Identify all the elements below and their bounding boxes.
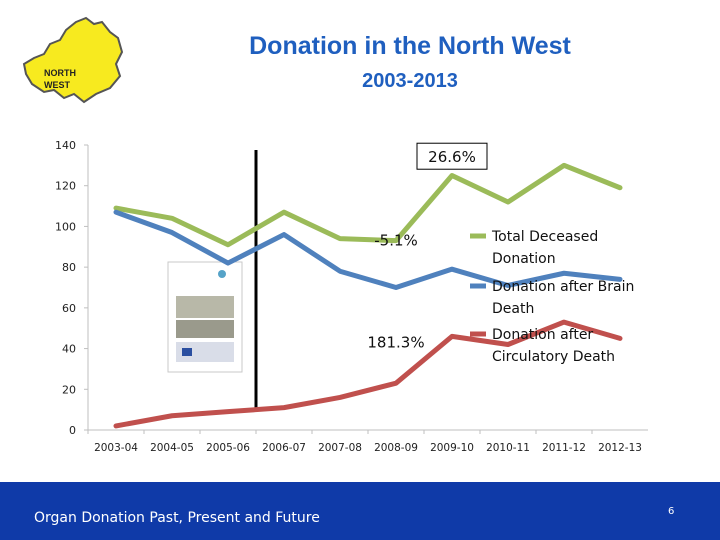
north-west-logo: NORTH WEST [22,16,124,104]
annotation-label-1: -5.1% [374,232,418,250]
annotation-label-2: 181.3% [367,333,424,351]
brochure-thumbnail [167,261,243,373]
x-tick-label: 2011-12 [542,442,586,454]
annotation-label-0: 26.6% [428,148,476,166]
region-map-shape [22,16,124,104]
annotation-box [416,142,488,170]
chart-series [113,162,623,429]
x-tick-label: 2004-05 [150,442,194,454]
legend-label-2: Donation after [492,327,593,343]
y-tick-label: 40 [62,343,76,356]
legend-label-0: Donation [492,251,556,267]
legend-label-0: Total Deceased [491,229,598,245]
series-line-1 [113,209,623,290]
x-tick-label: 2003-04 [94,442,138,454]
y-tick-label: 100 [55,220,76,233]
slide-title: Donation in the North West [249,32,571,60]
logo-text-line1: NORTH [44,68,76,78]
x-tick-label: 2008-09 [374,442,418,454]
legend-label-2: Circulatory Death [492,349,615,365]
y-tick-label: 20 [62,383,76,396]
x-tick-label: 2006-07 [262,442,306,454]
footer-bar: Organ Donation Past, Present and Future … [0,482,720,540]
x-tick-label: 2010-11 [486,442,530,454]
chart-legend: Total Deceased Donation Donation after Bra… [470,229,634,365]
chart-ticks: 0 20 40 60 80 100 120 140 2003-04 2004-05 2005-06 2… [55,139,642,454]
logo-text-line2: WEST [44,80,71,90]
x-tick-label: 2007-08 [318,442,362,454]
slide-subtitle: 2003-2013 [362,70,458,92]
chart-annotations: 26.6% -5.1% 181.3% [367,142,488,351]
x-tick-label: 2005-06 [206,442,250,454]
y-tick-label: 80 [62,261,76,274]
donation-line-chart: 0 20 40 60 80 100 120 140 2003-04 2004-05 2005-06 2… [55,139,648,454]
page-number: 6 [668,506,675,517]
series-line-0 [113,162,623,248]
y-tick-label: 0 [69,424,76,437]
y-tick-label: 140 [55,139,76,152]
x-tick-label: 2009-10 [430,442,474,454]
footer-text: Organ Donation Past, Present and Future [34,510,320,526]
series-line-2 [113,319,623,429]
legend-label-1: Donation after Brain [492,279,634,295]
y-tick-label: 60 [62,302,76,315]
y-tick-label: 120 [55,180,76,193]
x-tick-label: 2012-13 [598,442,642,454]
legend-label-1: Death [492,301,534,317]
